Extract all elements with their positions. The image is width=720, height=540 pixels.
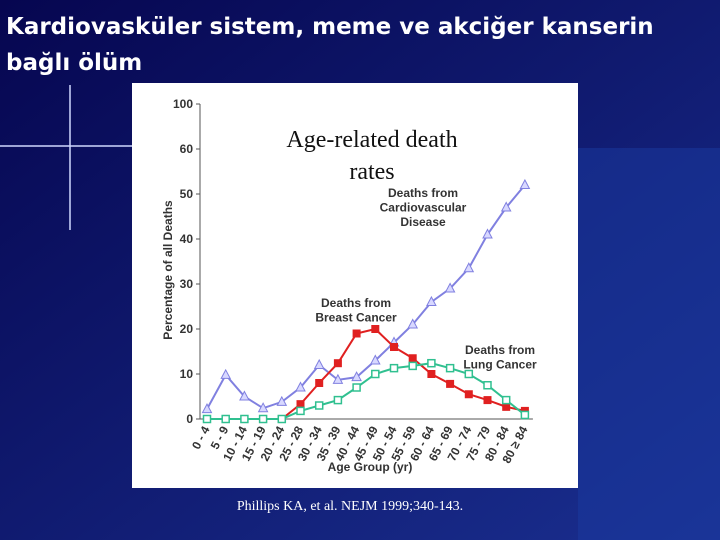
slide-title: Kardiovasküler sistem, meme ve akciğer k…: [6, 14, 654, 40]
series-label: Disease: [400, 215, 446, 229]
marker: [427, 370, 436, 378]
slide-title: bağlı ölüm: [6, 50, 142, 76]
marker: [426, 295, 437, 306]
marker: [314, 401, 324, 410]
marker: [483, 381, 492, 390]
marker: [482, 228, 493, 239]
marker: [407, 318, 419, 329]
y-tick-label: 50: [180, 187, 194, 201]
marker: [445, 363, 455, 373]
marker: [220, 368, 232, 379]
y-tick-label: 10: [180, 367, 194, 381]
marker: [464, 369, 474, 379]
marker: [483, 396, 492, 405]
marker: [444, 282, 456, 293]
footer: Phillips KA, et al. NEJM 1999;340-143.: [237, 499, 463, 514]
marker: [295, 381, 306, 392]
marker: [500, 201, 512, 212]
overlay-title: Age-related death: [286, 127, 457, 153]
marker: [239, 390, 250, 401]
marker: [463, 262, 475, 273]
y-tick-label: 20: [180, 322, 194, 336]
y-tick-label: 30: [180, 277, 194, 291]
series-label: Deaths from: [388, 186, 458, 200]
decor-band: [578, 148, 720, 540]
y-tick-label: 40: [180, 232, 194, 246]
series-label: Lung Cancer: [463, 358, 537, 372]
marker: [351, 371, 362, 382]
marker: [408, 361, 417, 371]
x-axis-label: Age Group (yr): [328, 460, 413, 474]
overlay-title: rates: [349, 159, 394, 185]
marker: [389, 363, 399, 373]
marker: [240, 414, 249, 424]
marker: [520, 410, 530, 420]
y-tick-label: 60: [180, 142, 194, 156]
y-axis-label: Percentage of all Deaths: [161, 200, 175, 340]
marker: [464, 390, 473, 399]
marker: [202, 414, 212, 424]
marker: [258, 414, 268, 424]
marker: [408, 354, 417, 363]
marker: [502, 402, 511, 411]
series-label: Breast Cancer: [315, 311, 397, 325]
marker: [352, 329, 361, 338]
series-label: Deaths from: [465, 343, 535, 357]
marker: [276, 395, 288, 406]
marker: [277, 414, 287, 424]
marker: [296, 406, 305, 416]
marker: [201, 403, 213, 414]
marker: [315, 379, 324, 387]
marker: [296, 400, 305, 409]
y-tick-label: 100: [173, 97, 193, 111]
marker: [427, 358, 436, 368]
marker: [371, 369, 380, 379]
series-line: [206, 184, 526, 410]
marker: [352, 383, 361, 392]
marker: [221, 414, 230, 424]
marker: [333, 395, 343, 405]
series-label: Deaths from: [321, 296, 391, 310]
marker: [371, 325, 380, 333]
marker: [313, 358, 325, 369]
marker: [332, 373, 344, 384]
series-label: Cardiovascular: [380, 201, 467, 215]
marker: [446, 379, 455, 388]
marker: [519, 178, 531, 189]
marker: [390, 343, 398, 351]
marker: [501, 395, 511, 405]
marker: [257, 402, 269, 413]
marker: [369, 354, 381, 365]
marker: [333, 359, 342, 368]
y-tick-label: 0: [186, 412, 193, 426]
